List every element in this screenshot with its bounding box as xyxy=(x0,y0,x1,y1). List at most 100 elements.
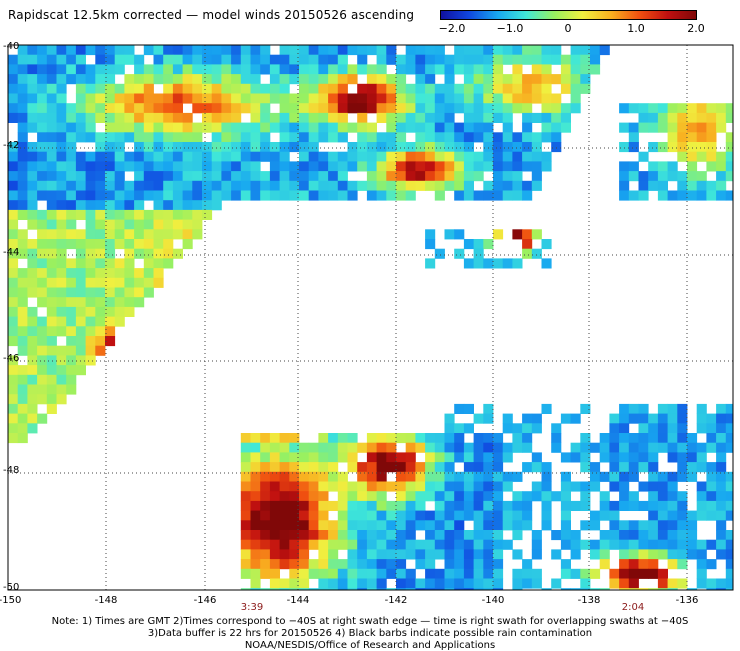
wind-cell xyxy=(114,64,125,75)
wind-cell xyxy=(706,122,717,133)
wind-cell xyxy=(279,180,290,191)
wind-cell xyxy=(667,122,678,133)
wind-cell xyxy=(434,539,445,550)
wind-cell xyxy=(531,413,542,424)
wind-cell xyxy=(396,103,407,114)
wind-cell xyxy=(66,326,77,337)
wind-cell xyxy=(279,452,290,463)
wind-cell xyxy=(522,93,533,104)
wind-cell xyxy=(357,491,368,502)
wind-cell xyxy=(725,588,733,590)
wind-cell xyxy=(541,481,552,492)
wind-cell xyxy=(163,64,174,75)
wind-cell xyxy=(551,142,562,153)
wind-cell xyxy=(308,64,319,75)
wind-cell xyxy=(269,500,280,511)
wind-cell xyxy=(386,103,397,114)
wind-cell xyxy=(192,161,203,172)
wind-cell xyxy=(648,413,659,424)
wind-cell xyxy=(667,481,678,492)
wind-cell xyxy=(541,588,552,590)
wind-cell xyxy=(124,93,135,104)
wind-cell xyxy=(580,520,591,531)
wind-cell xyxy=(318,93,329,104)
wind-cell xyxy=(231,190,242,201)
wind-cell xyxy=(425,539,436,550)
wind-cell xyxy=(473,471,484,482)
wind-cell xyxy=(37,287,48,298)
wind-cell xyxy=(105,161,116,172)
wind-cell xyxy=(473,578,484,589)
wind-cell xyxy=(37,74,48,85)
wind-cell xyxy=(66,54,77,65)
wind-cell xyxy=(124,103,135,114)
wind-cell xyxy=(56,200,67,211)
wind-cell xyxy=(308,83,319,94)
wind-cell xyxy=(105,132,116,143)
wind-cell xyxy=(560,122,571,133)
wind-cell xyxy=(376,74,387,85)
wind-cell xyxy=(17,132,28,143)
wind-cell xyxy=(396,151,407,162)
wind-cell xyxy=(95,74,106,85)
wind-cell xyxy=(493,491,504,502)
wind-cell xyxy=(105,180,116,191)
wind-cell xyxy=(8,268,19,279)
wind-cell xyxy=(522,500,533,511)
wind-cell xyxy=(657,568,668,579)
wind-cell xyxy=(425,433,436,444)
wind-cell xyxy=(27,122,38,133)
wind-cell xyxy=(599,433,610,444)
wind-cell xyxy=(716,452,727,463)
wind-cell xyxy=(318,481,329,492)
wind-cell xyxy=(318,180,329,191)
wind-cell xyxy=(493,171,504,182)
wind-cell xyxy=(357,103,368,114)
wind-cell xyxy=(396,190,407,201)
wind-cell xyxy=(677,500,688,511)
wind-cell xyxy=(667,190,678,201)
wind-cell xyxy=(628,103,639,114)
wind-cell xyxy=(619,500,630,511)
wind-cell xyxy=(396,578,407,589)
wind-cell xyxy=(376,112,387,123)
wind-cell xyxy=(143,277,154,288)
wind-cell xyxy=(211,180,222,191)
wind-cell xyxy=(66,219,77,230)
wind-cell xyxy=(337,491,348,502)
wind-cell xyxy=(599,549,610,560)
wind-cell xyxy=(366,530,377,541)
wind-cell xyxy=(580,588,591,590)
wind-cell xyxy=(46,151,57,162)
wind-cell xyxy=(493,93,504,104)
wind-cell xyxy=(677,549,688,560)
wind-cell xyxy=(444,452,455,463)
wind-cell xyxy=(308,74,319,85)
wind-cell xyxy=(211,171,222,182)
wind-cell xyxy=(75,306,86,317)
wind-cell xyxy=(240,180,251,191)
wind-cell xyxy=(211,122,222,133)
wind-cell xyxy=(250,491,261,502)
wind-cell xyxy=(134,190,145,201)
wind-cell xyxy=(231,142,242,153)
wind-cell xyxy=(357,132,368,143)
wind-cell xyxy=(269,559,280,570)
wind-cell xyxy=(493,54,504,65)
wind-cell xyxy=(105,306,116,317)
wind-cell xyxy=(444,171,455,182)
wind-cell xyxy=(531,229,542,240)
lat-label: -42 xyxy=(3,140,19,151)
wind-cell xyxy=(483,403,494,414)
wind-cell xyxy=(105,229,116,240)
wind-cell xyxy=(434,45,445,56)
wind-cell xyxy=(386,588,397,590)
wind-cell xyxy=(502,103,513,114)
wind-cell xyxy=(716,413,727,424)
wind-cell xyxy=(687,520,698,531)
wind-cell xyxy=(289,491,300,502)
wind-cell xyxy=(289,578,300,589)
wind-cell xyxy=(638,520,649,531)
wind-cell xyxy=(483,452,494,463)
wind-cell xyxy=(105,258,116,269)
